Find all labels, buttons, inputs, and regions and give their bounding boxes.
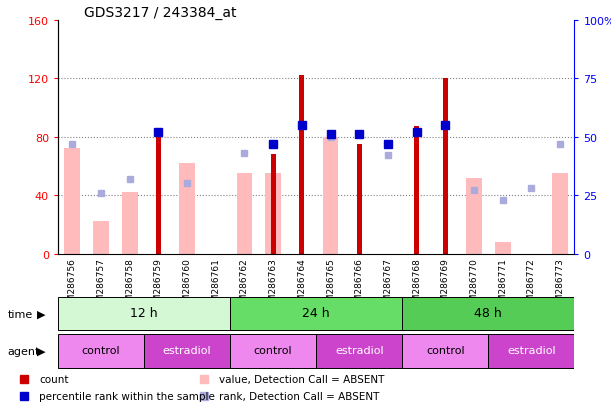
Text: GSM286770: GSM286770 [469,257,478,312]
Text: rank, Detection Call = ABSENT: rank, Detection Call = ABSENT [219,391,379,401]
Text: GSM286766: GSM286766 [355,257,364,312]
Text: estradiol: estradiol [507,345,555,355]
Text: GSM286764: GSM286764 [298,257,306,312]
Text: GSM286772: GSM286772 [527,257,536,312]
Text: value, Detection Call = ABSENT: value, Detection Call = ABSENT [219,374,384,384]
Bar [316,335,402,368]
Bar [495,242,511,254]
Text: 48 h: 48 h [474,306,502,320]
Text: GSM286761: GSM286761 [211,257,221,312]
Text: GSM286771: GSM286771 [498,257,507,312]
Text: GSM286769: GSM286769 [441,257,450,312]
Text: time: time [7,309,32,319]
Text: GSM286763: GSM286763 [269,257,277,312]
Bar [323,137,338,254]
Bar [156,130,161,254]
Bar [414,127,419,254]
Bar [179,164,195,254]
Text: percentile rank within the sample: percentile rank within the sample [39,391,215,401]
Text: GSM286756: GSM286756 [68,257,77,312]
Text: 24 h: 24 h [302,306,330,320]
Text: control: control [426,345,464,355]
Text: estradiol: estradiol [163,345,211,355]
Text: control: control [82,345,120,355]
Bar [299,76,304,254]
Text: GSM286760: GSM286760 [183,257,192,312]
Text: GSM286758: GSM286758 [125,257,134,312]
Text: GSM286767: GSM286767 [383,257,392,312]
Bar [402,335,488,368]
Text: GSM286762: GSM286762 [240,257,249,312]
Text: agent: agent [7,346,40,356]
Bar [357,145,362,254]
Text: ▶: ▶ [37,346,45,356]
Bar [230,335,316,368]
Text: ▶: ▶ [37,309,45,319]
Bar [122,193,137,254]
Text: GSM286757: GSM286757 [97,257,106,312]
Bar [58,297,230,330]
Bar [93,222,109,254]
Text: GSM286773: GSM286773 [555,257,565,312]
Bar [65,149,80,254]
Bar [230,297,402,330]
Text: control: control [254,345,293,355]
Text: count: count [39,374,68,384]
Bar [144,335,230,368]
Bar [443,79,448,254]
Bar [236,174,252,254]
Text: GSM286768: GSM286768 [412,257,421,312]
Bar [552,174,568,254]
Bar [265,174,281,254]
Bar [58,335,144,368]
Bar [466,178,482,254]
Text: GDS3217 / 243384_at: GDS3217 / 243384_at [84,6,236,20]
Bar [488,335,574,368]
Bar [402,297,574,330]
Text: 12 h: 12 h [130,306,158,320]
Bar [271,155,276,254]
Text: estradiol: estradiol [335,345,384,355]
Text: GSM286765: GSM286765 [326,257,335,312]
Text: GSM286759: GSM286759 [154,257,163,312]
